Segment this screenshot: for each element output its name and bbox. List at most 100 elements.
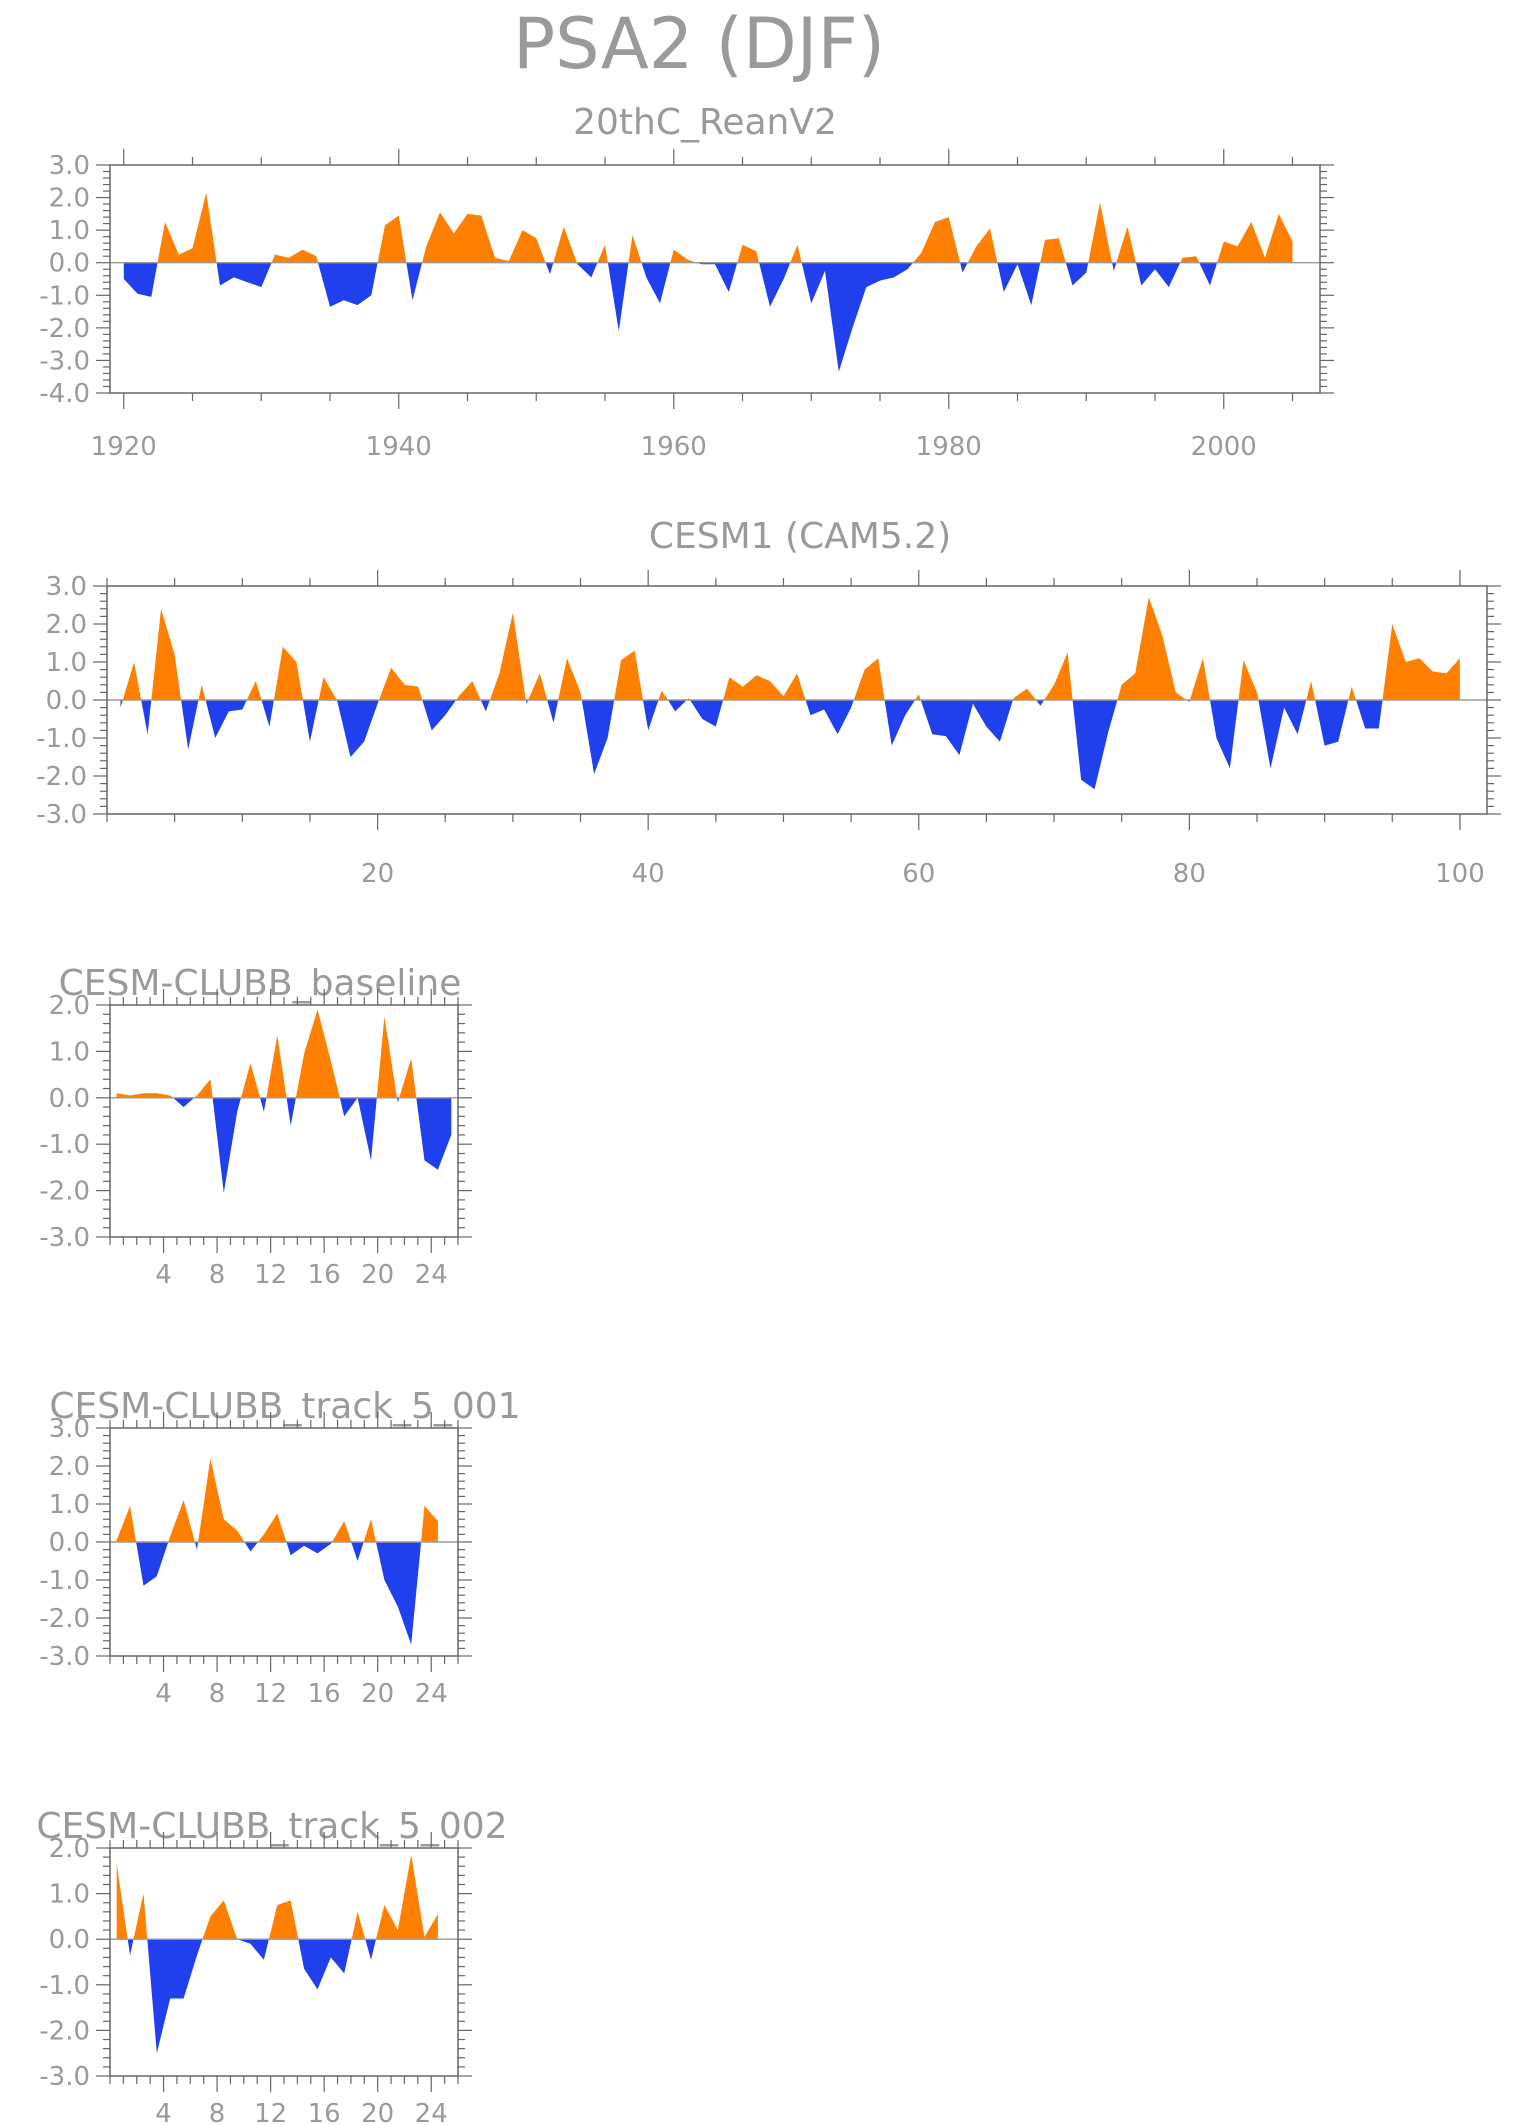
x-tick-label: 40 <box>632 859 665 889</box>
positive-anomaly-area <box>658 690 668 700</box>
negative-anomaly-area <box>696 262 738 292</box>
negative-anomaly-area <box>406 262 423 301</box>
positive-anomaly-area <box>332 1521 352 1542</box>
positive-anomaly-area <box>528 673 548 700</box>
positive-anomaly-area <box>241 1063 261 1098</box>
x-tick-label: 80 <box>1173 859 1206 889</box>
area-series <box>123 192 1293 372</box>
x-tick-label: 100 <box>1435 859 1485 889</box>
x-tick-label: 16 <box>308 1260 341 1290</box>
x-tick-label: 4 <box>155 2099 172 2125</box>
positive-anomaly-area <box>376 1016 397 1098</box>
x-tick-label: 8 <box>209 1679 226 1709</box>
positive-anomaly-area <box>295 1009 340 1098</box>
y-tick-label: 2.0 <box>49 184 90 214</box>
positive-anomaly-area <box>1040 238 1066 263</box>
negative-anomaly-area <box>172 1097 195 1108</box>
x-tick-label: 4 <box>155 1679 172 1709</box>
y-tick-label: -4.0 <box>39 379 90 409</box>
negative-anomaly-area <box>1258 700 1307 769</box>
y-axis: 3.0 2.0 1.0 0.0 -1.0 -2.0 -3.0 <box>36 572 1501 830</box>
x-tick-label: 2000 <box>1191 432 1257 462</box>
positive-anomaly-area <box>379 667 423 700</box>
positive-anomaly-area <box>122 662 142 700</box>
negative-anomaly-area <box>1065 262 1089 286</box>
chart-title: CESM-CLUBB_track_5_001 <box>49 1386 520 1427</box>
positive-anomaly-area <box>198 1458 245 1542</box>
negative-anomaly-area <box>136 1542 169 1586</box>
negative-anomaly-area <box>547 700 559 723</box>
y-axis: 3.02.01.00.0-1.0-2.0-3.0-4.0 <box>39 151 1334 409</box>
positive-anomaly-area <box>670 249 697 263</box>
y-tick-label: -1.0 <box>36 724 87 754</box>
x-tick-label: 16 <box>308 1679 341 1709</box>
positive-anomaly-area <box>421 1505 438 1542</box>
negative-anomaly-area <box>339 1097 358 1117</box>
negative-anomaly-area <box>127 1939 134 1956</box>
y-tick-label: 0.0 <box>49 1925 90 1955</box>
positive-anomaly-area <box>1382 624 1460 700</box>
x-tick-label: 24 <box>415 1260 448 1290</box>
y-tick-label: 2.0 <box>49 1452 90 1482</box>
negative-anomaly-area <box>194 1542 199 1550</box>
positive-anomaly-area <box>363 1519 376 1542</box>
y-tick-label: 0.0 <box>49 249 90 279</box>
negative-anomaly-area <box>480 700 490 712</box>
chart-panel-1: 20thC_ReanV2 3.02.01.00.0-1.0-2.0-3.0-4.0… <box>39 102 1334 462</box>
positive-anomaly-area <box>351 1911 366 1940</box>
x-tick-label: 12 <box>254 1679 287 1709</box>
y-axis: 2.0 1.0 0.0 -1.0 -2.0 -3.0 <box>39 991 472 1253</box>
positive-anomaly-area <box>456 681 481 700</box>
positive-anomaly-area <box>597 244 608 263</box>
y-tick-label: 1.0 <box>49 216 90 246</box>
negative-anomaly-area <box>805 700 854 735</box>
y-tick-label: -2.0 <box>39 1604 90 1634</box>
positive-anomaly-area <box>168 1500 195 1542</box>
x-tick-label: 12 <box>254 1260 287 1290</box>
positive-anomaly-area <box>1044 652 1073 700</box>
y-tick-label: -2.0 <box>39 2016 90 2046</box>
y-tick-label: 3.0 <box>49 1414 90 1444</box>
positive-anomaly-area <box>1116 226 1136 263</box>
y-tick-label: -1.0 <box>39 281 90 311</box>
positive-anomaly-area <box>377 215 407 263</box>
negative-anomaly-area <box>960 262 968 273</box>
positive-anomaly-area <box>268 1900 299 1940</box>
negative-anomaly-area <box>525 700 529 704</box>
positive-anomaly-area <box>258 1513 287 1542</box>
negative-anomaly-area <box>298 1939 352 1990</box>
y-tick-label: -3.0 <box>39 1223 90 1253</box>
x-tick-label: 20 <box>361 859 394 889</box>
positive-anomaly-area <box>202 1900 238 1940</box>
negative-anomaly-area <box>397 1097 400 1103</box>
x-tick-label: 60 <box>902 859 935 889</box>
negative-anomaly-area <box>1210 700 1239 769</box>
y-tick-label: -1.0 <box>39 1566 90 1596</box>
negative-anomaly-area <box>181 700 199 750</box>
negative-anomaly-area <box>576 262 598 278</box>
negative-anomaly-area <box>1112 262 1117 271</box>
positive-anomaly-area <box>1306 681 1316 700</box>
negative-anomaly-area <box>643 700 659 731</box>
y-tick-label: -1.0 <box>39 1971 90 2001</box>
y-tick-label: -2.0 <box>39 1177 90 1207</box>
negative-anomaly-area <box>884 700 916 746</box>
area-series <box>116 1854 438 2054</box>
positive-anomaly-area <box>553 226 577 263</box>
x-axis: 1920 1940 1960 1980 2000 <box>91 149 1294 462</box>
plot-frame <box>109 1004 459 1238</box>
positive-anomaly-area <box>1238 660 1259 700</box>
negative-anomaly-area <box>801 262 913 372</box>
positive-anomaly-area <box>1217 213 1293 263</box>
negative-anomaly-area <box>260 1097 267 1112</box>
chart-title: CESM-CLUBB_baseline <box>59 963 462 1004</box>
positive-anomaly-area <box>915 694 921 700</box>
negative-anomaly-area <box>351 1542 364 1561</box>
chart-panel-2: CESM1 (CAM5.2) 3.0 2.0 1.0 0.0 -1.0 -2.0 -3.0 20… <box>36 516 1501 889</box>
positive-anomaly-area <box>737 244 760 263</box>
negative-anomaly-area <box>123 262 158 297</box>
positive-anomaly-area <box>318 677 337 700</box>
x-tick-label: 4 <box>155 1260 172 1290</box>
